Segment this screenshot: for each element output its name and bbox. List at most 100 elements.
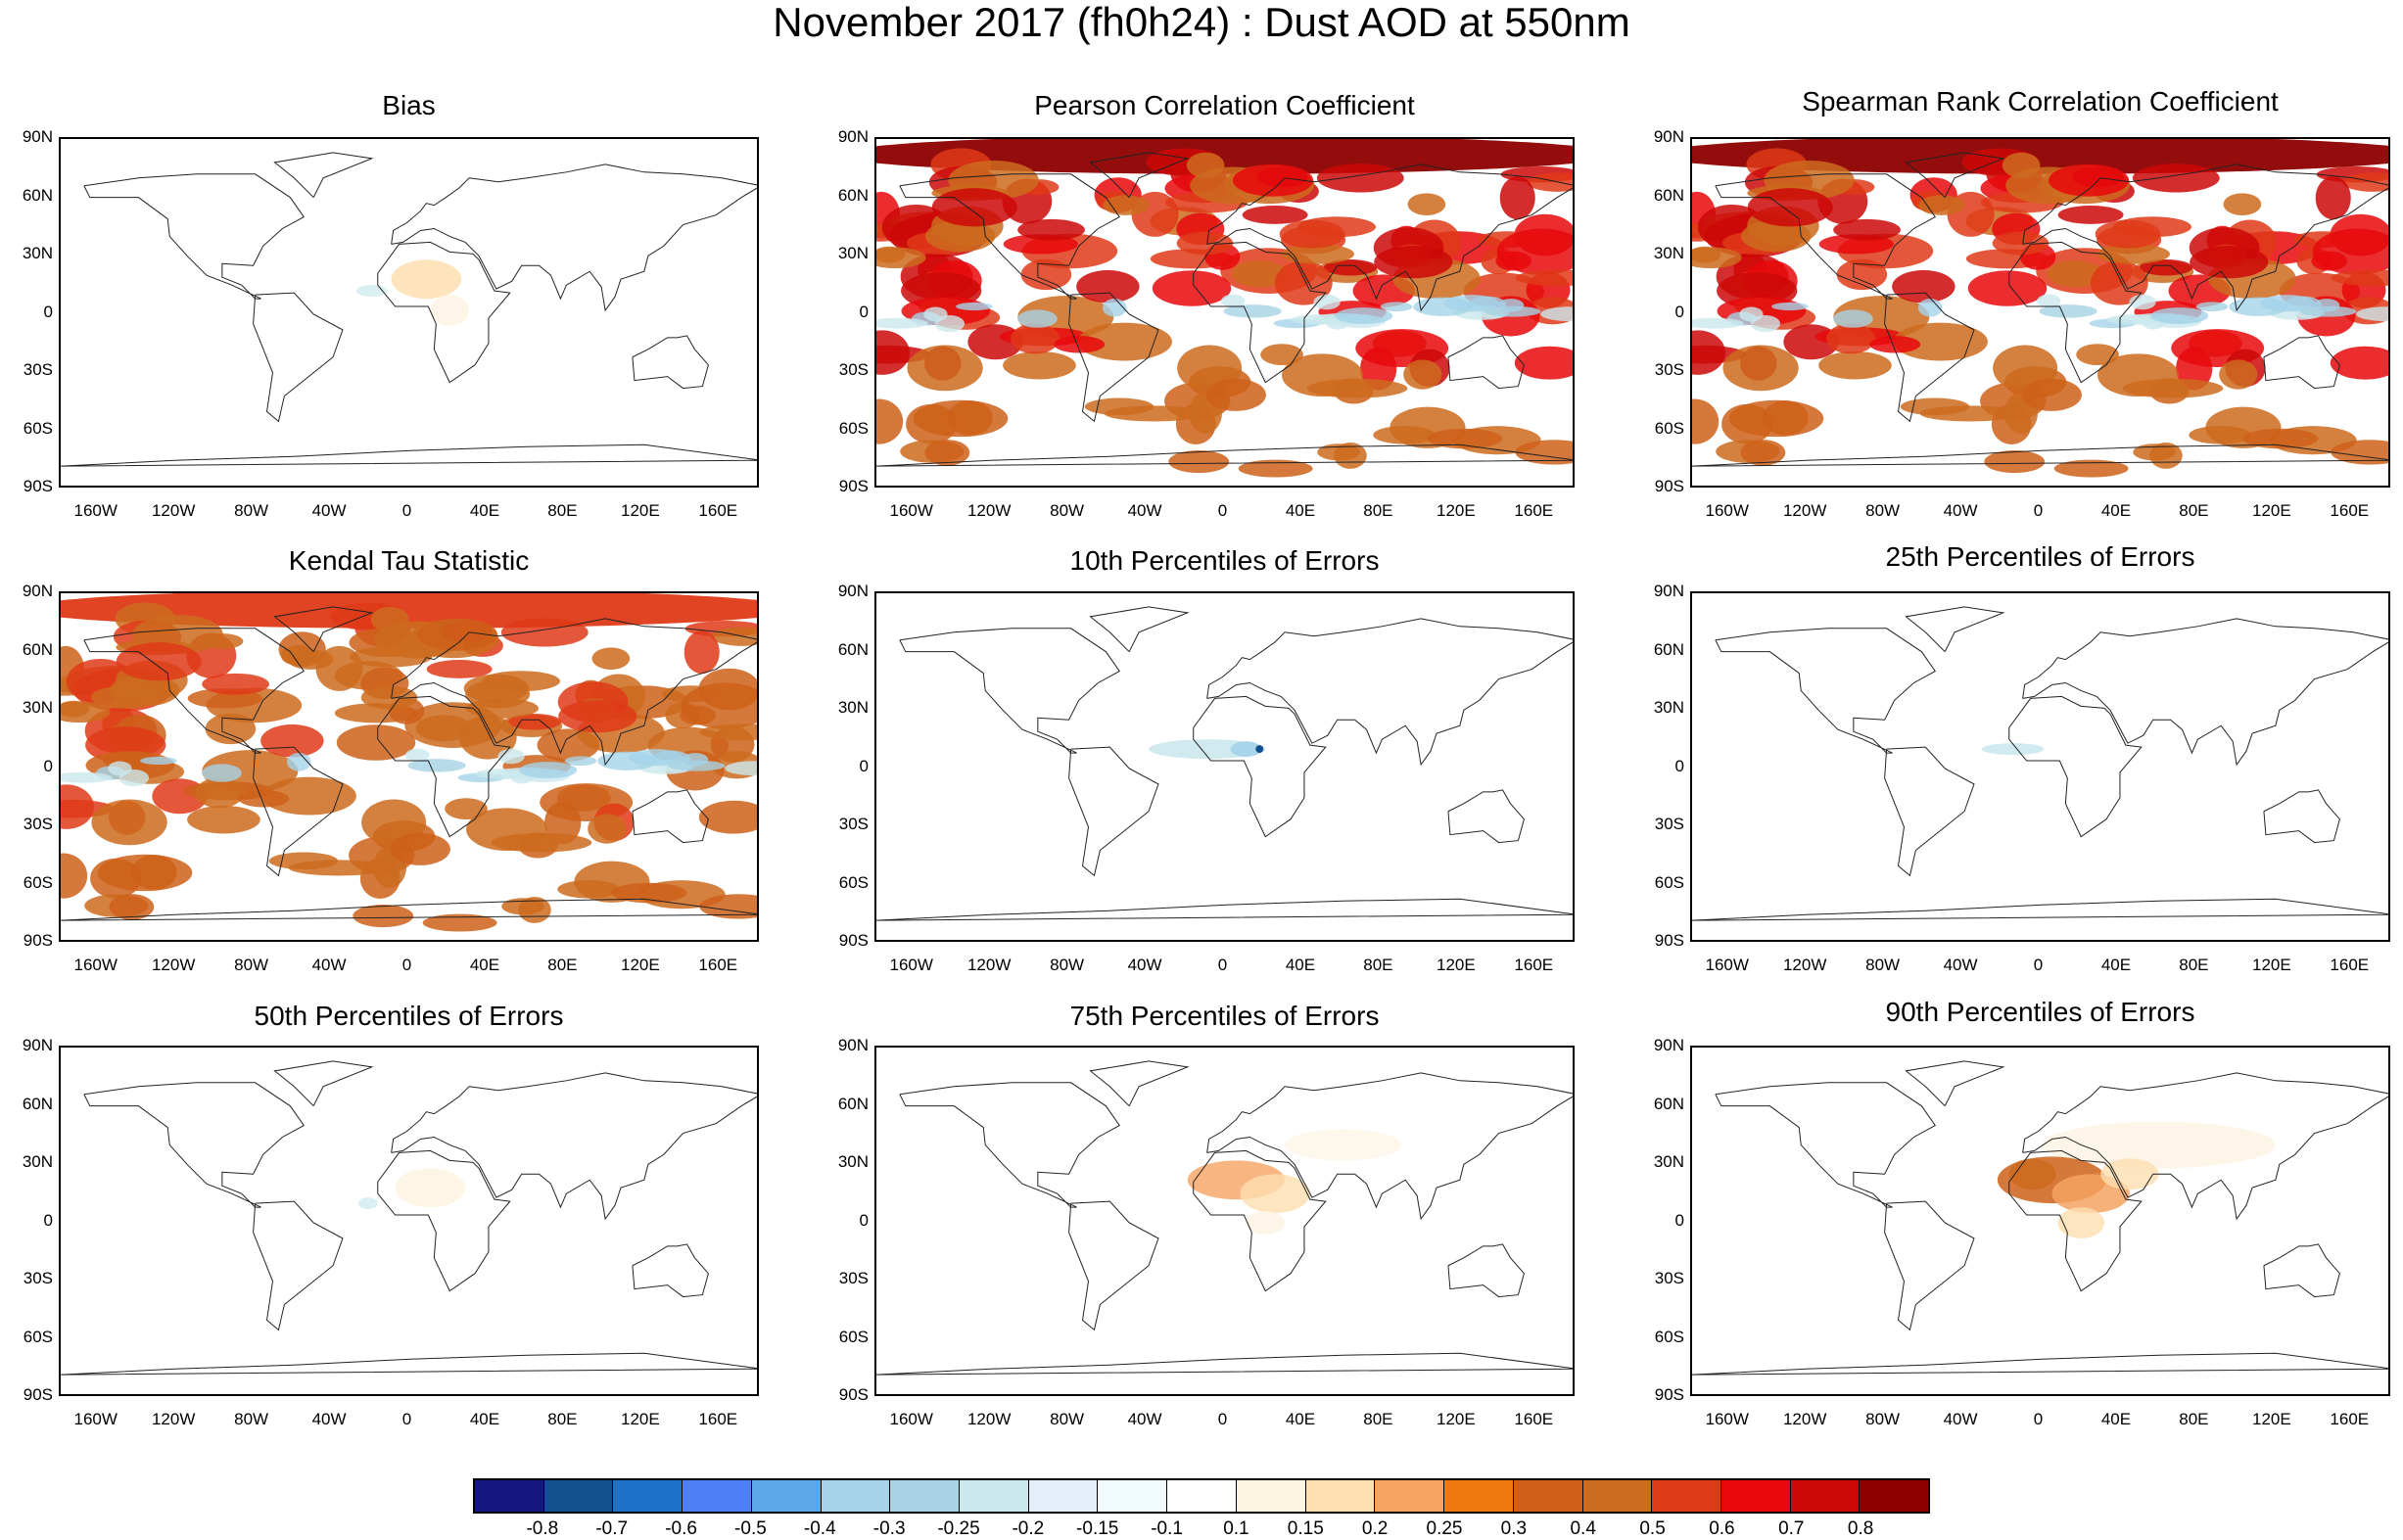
field-patch [110, 675, 180, 707]
field-patch [407, 759, 466, 772]
coastline [1089, 606, 1190, 653]
colorbar-tick-label: -0.1 [1151, 1518, 1183, 1539]
lon-tick-label: 120E [2251, 956, 2291, 974]
lat-tick-label: 60S [838, 1328, 869, 1346]
field-patch [564, 756, 597, 767]
field-patch [445, 798, 488, 820]
field-patch [1527, 172, 1573, 192]
lat-tick-label: 0 [1674, 1211, 1684, 1230]
colorbar-tick-label: -0.3 [872, 1518, 906, 1539]
field-patch [2047, 260, 2103, 288]
field-patch [1739, 306, 1764, 322]
coastline [1089, 1060, 1190, 1107]
field-patch [1413, 297, 1473, 316]
field-patch [1917, 299, 1943, 317]
panel-title: 25th Percentiles of Errors [1885, 541, 2195, 572]
field-patch [2021, 378, 2082, 411]
colorbar-swatch [1860, 1480, 1929, 1512]
colorbar-swatch [1375, 1480, 1445, 1512]
field-patch [61, 853, 88, 899]
panel-title: 90th Percentiles of Errors [1885, 997, 2195, 1027]
field-patch [2242, 428, 2319, 449]
field-patch [61, 701, 111, 723]
field-patch [557, 879, 620, 899]
coastline [61, 898, 757, 921]
field-patch [2139, 258, 2193, 276]
lon-tick-label: 0 [2033, 501, 2044, 520]
field-patch [1285, 1129, 1402, 1161]
field-patch [2311, 251, 2347, 271]
field-patch [1692, 398, 1720, 444]
field-patch [947, 400, 993, 436]
coastline [899, 173, 1120, 300]
coastline [1884, 746, 1975, 877]
field-patch [2330, 346, 2388, 380]
lon-tick-label: 40E [1285, 1410, 1316, 1428]
lon-tick-label: 0 [1217, 501, 1228, 520]
lon-tick-label: 40W [1943, 501, 1978, 520]
coastline [2263, 335, 2340, 390]
lon-tick-label: 120W [966, 1410, 1012, 1428]
field-patch [390, 832, 450, 865]
coastline [1692, 443, 2388, 467]
field-patch [1255, 745, 1264, 754]
field-patch [2313, 299, 2340, 312]
lat-tick-label: 60N [22, 186, 53, 205]
coastline [61, 1352, 757, 1376]
field-patch [1246, 1211, 1286, 1235]
field-patch [1240, 1174, 1310, 1214]
field-patch [463, 674, 530, 703]
field-patch [2150, 307, 2209, 325]
lon-tick-label: 40W [1127, 956, 1162, 974]
field-patch [1076, 269, 1140, 303]
lon-tick-label: 160E [698, 1410, 738, 1428]
coastline [1206, 163, 1573, 312]
coastline [273, 152, 374, 199]
field-patch [2090, 260, 2148, 305]
field-patch [1692, 247, 1742, 269]
coastline [253, 1200, 344, 1331]
field-patch [187, 805, 260, 834]
lat-tick-label: 60S [838, 419, 869, 438]
field-patch [876, 247, 926, 269]
field-patch [288, 860, 389, 876]
field-patch [683, 630, 720, 675]
lat-tick-label: 90S [1654, 477, 1684, 495]
coastline [632, 1243, 709, 1298]
coastline [1884, 1200, 1975, 1331]
lon-tick-label: 80W [1865, 1410, 1901, 1428]
map-panel [1690, 1046, 2390, 1396]
lat-tick-label: 0 [859, 1211, 869, 1230]
field-patch [1205, 378, 1266, 411]
lat-tick-label: 60S [1654, 873, 1684, 892]
field-patch [1833, 309, 1873, 328]
coastline [1692, 898, 2388, 921]
map-canvas [876, 139, 1573, 478]
lat-tick-label: 90N [22, 582, 53, 600]
coastline [1193, 241, 1327, 384]
lon-tick-label: 40W [311, 956, 347, 974]
field-patch [1818, 350, 1892, 380]
lon-tick-label: 160W [889, 1410, 933, 1428]
coastline [1905, 152, 2005, 199]
field-patch [2057, 206, 2124, 224]
lon-tick-label: 80E [547, 1410, 578, 1428]
field-patch [1893, 322, 1988, 361]
field-patch [91, 799, 167, 846]
lon-tick-label: 40E [2100, 501, 2132, 520]
field-patch [931, 188, 1017, 227]
lat-tick-label: 30S [838, 1269, 869, 1287]
figure-title: November 2017 (fh0h24) : Dust AOD at 550… [773, 0, 1630, 45]
colorbar-tick-label: 0.15 [1287, 1518, 1324, 1539]
field-patch [395, 1168, 466, 1208]
colorbar-tick-label: 0.6 [1709, 1518, 1735, 1539]
lon-tick-label: 120E [620, 956, 660, 974]
lat-tick-label: 90S [23, 931, 53, 950]
coastline [876, 898, 1573, 921]
lon-tick-label: 40E [469, 501, 500, 520]
coastline [83, 628, 305, 754]
field-patch [1316, 163, 1404, 193]
field-patch [238, 790, 290, 808]
field-patch [1152, 270, 1232, 306]
field-patch [1017, 309, 1058, 328]
